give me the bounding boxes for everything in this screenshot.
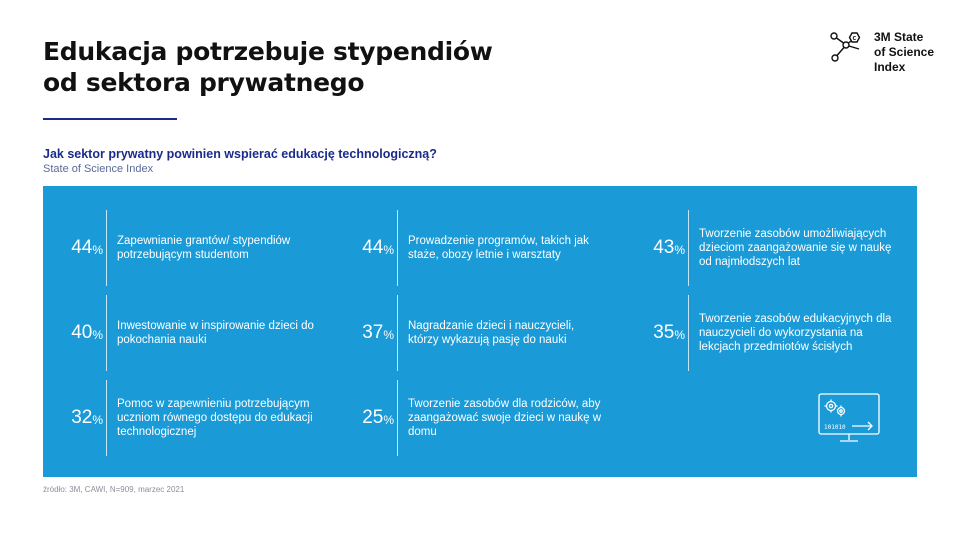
stat-label: Zapewnianie grantów/ stypendiów potrzebu… xyxy=(117,235,291,261)
stat-value: 32 xyxy=(71,407,93,428)
stat-divider xyxy=(688,210,689,286)
molecule-icon: C xyxy=(830,32,861,62)
stat-percentage: 37% xyxy=(334,295,394,371)
brand-line-1: 3M State xyxy=(874,30,924,44)
stat-divider xyxy=(397,295,398,371)
stat-value: 35 xyxy=(653,322,675,343)
source-note: źródło: 3M, CAWI, N=909, marzec 2021 xyxy=(43,485,185,494)
stat-divider xyxy=(688,295,689,371)
stat-unit: % xyxy=(383,413,394,427)
stat-divider xyxy=(397,210,398,286)
stat-unit: % xyxy=(674,243,685,257)
stat-unit: % xyxy=(92,243,103,257)
stat-divider xyxy=(106,295,107,371)
stat-percentage: 40% xyxy=(43,295,103,371)
brand-line-2: of Science xyxy=(874,45,935,59)
stat-unit: % xyxy=(92,328,103,342)
stat-divider xyxy=(106,210,107,286)
title-underline xyxy=(43,118,177,120)
stat-label: Tworzenie zasobów edukacyjnych dla naucz… xyxy=(699,313,892,353)
survey-question: Jak sektor prywatny powinien wspierać ed… xyxy=(43,147,437,161)
brand-line-3: Index xyxy=(874,60,906,74)
stat-divider xyxy=(397,380,398,456)
title-line-1: Edukacja potrzebuje stypendiów xyxy=(43,37,493,66)
stat-percentage: 35% xyxy=(625,295,685,371)
stat-value: 37 xyxy=(362,322,384,343)
svg-text:101010: 101010 xyxy=(824,424,846,431)
title-line-2: od sektora prywatnego xyxy=(43,68,365,97)
stat-unit: % xyxy=(383,328,394,342)
stat-value: 44 xyxy=(362,237,384,258)
stat-percentage: 44% xyxy=(43,210,103,286)
stat-divider xyxy=(106,380,107,456)
stat-value: 25 xyxy=(362,407,384,428)
results-panel: 44% Zapewnianie grantów/ stypendiów potr… xyxy=(43,186,917,477)
stat-percentage: 32% xyxy=(43,380,103,456)
stat-unit: % xyxy=(92,413,103,427)
stat-value: 43 xyxy=(653,237,675,258)
stat-label: Tworzenie zasobów dla rodziców, aby zaan… xyxy=(408,398,602,438)
stat-label: Tworzenie zasobów umożliwiających dzieci… xyxy=(699,228,892,268)
stat-percentage: 43% xyxy=(625,210,685,286)
stat-label: Pomoc w zapewnieniu potrzebującym ucznio… xyxy=(117,398,313,438)
svg-text:C: C xyxy=(853,36,857,42)
stat-value: 40 xyxy=(71,322,93,343)
source-subtitle: State of Science Index xyxy=(43,163,154,175)
computer-gears-icon: 101010 xyxy=(818,393,880,442)
stat-value: 44 xyxy=(71,237,93,258)
stat-percentage: 25% xyxy=(334,380,394,456)
stat-label: Nagradzanie dzieci i nauczycieli, którzy… xyxy=(408,320,575,346)
stat-percentage: 44% xyxy=(334,210,394,286)
page-title: Edukacja potrzebuje stypendiów od sektor… xyxy=(43,36,603,98)
stat-unit: % xyxy=(383,243,394,257)
brand-logo: C 3M State of Science Index xyxy=(826,30,946,80)
brand-name: 3M State of Science Index xyxy=(874,30,954,75)
stat-unit: % xyxy=(674,328,685,342)
stat-label: Inwestowanie w inspirowanie dzieci do po… xyxy=(117,320,314,346)
stat-label: Prowadzenie programów, takich jak staże,… xyxy=(408,235,589,261)
